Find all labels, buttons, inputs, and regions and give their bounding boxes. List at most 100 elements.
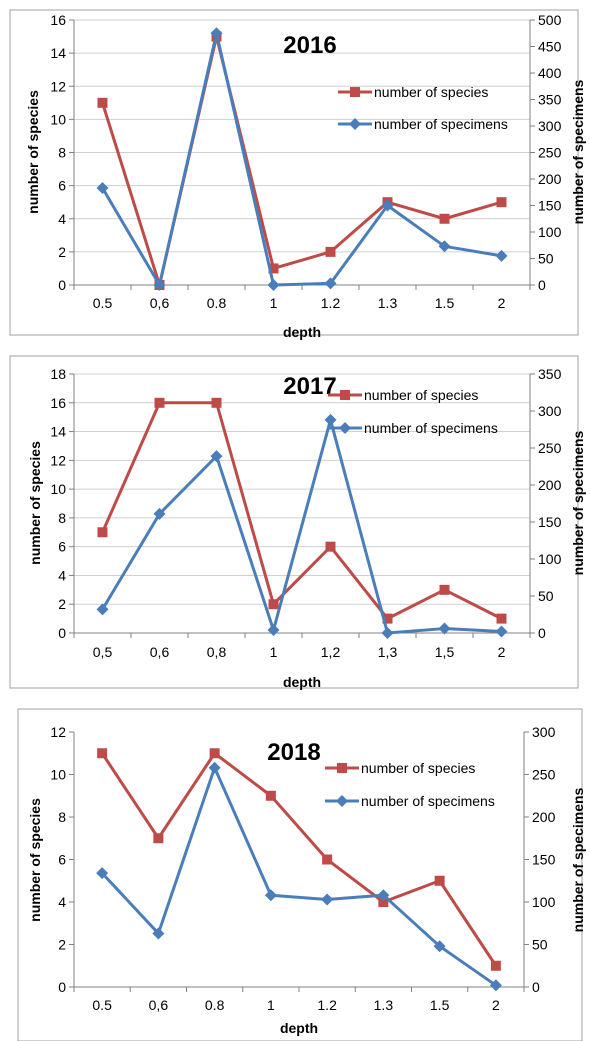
- x-tick-label: 1: [270, 644, 278, 660]
- species-point: [265, 790, 276, 801]
- y-tick-label: 10: [50, 767, 66, 783]
- specimens-point: [96, 603, 109, 616]
- x-tick-label: 0,6: [149, 997, 169, 1013]
- species-point: [154, 397, 165, 408]
- y2-tick-label: 350: [538, 366, 562, 382]
- legend-label: number of specimens: [364, 420, 498, 436]
- y2-tick-label: 50: [532, 937, 548, 953]
- legend-marker-diamond: [339, 422, 351, 434]
- y-tick-label: 14: [50, 45, 66, 61]
- species-point: [97, 527, 108, 538]
- y2-tick-label: 200: [532, 809, 556, 825]
- y2-tick-label: 0: [538, 277, 546, 293]
- y2-tick-label: 50: [538, 588, 554, 604]
- y2-tick-label: 250: [538, 145, 562, 161]
- legend-marker-diamond: [336, 795, 348, 807]
- specimens-point: [324, 413, 337, 426]
- x-tick-label: 2: [492, 997, 500, 1013]
- species-point: [97, 97, 108, 108]
- y2-tick-label: 100: [532, 894, 556, 910]
- y-tick-label: 12: [50, 452, 66, 468]
- chart-frame: [17, 708, 583, 1041]
- specimens-point: [495, 625, 508, 638]
- y-axis-title: number of species: [27, 441, 43, 565]
- specimens-point: [438, 622, 451, 635]
- specimens-point: [152, 927, 165, 940]
- y-tick-label: 0: [58, 979, 66, 995]
- x-tick-label: 1.5: [430, 997, 450, 1013]
- y-axis-title: number of species: [25, 90, 41, 214]
- x-tick-label: 1.2: [317, 997, 337, 1013]
- y-tick-label: 12: [50, 78, 66, 94]
- x-tick-label: 1: [267, 997, 275, 1013]
- legend-marker-square: [340, 390, 350, 400]
- line-chart-2016: 0246810121416050100150200250300350400450…: [9, 9, 586, 340]
- x-tick-label: 2: [498, 644, 506, 660]
- species-point: [209, 748, 220, 759]
- specimens-point: [96, 867, 109, 880]
- x-axis-title: depth: [283, 674, 321, 690]
- species-point: [322, 854, 333, 865]
- y-tick-label: 2: [58, 244, 66, 260]
- y-tick-label: 12: [50, 724, 66, 740]
- y2-tick-label: 300: [538, 118, 562, 134]
- specimens-point: [381, 199, 394, 212]
- y2-tick-label: 100: [538, 551, 562, 567]
- specimens-point: [210, 450, 223, 463]
- species-point: [439, 213, 450, 224]
- y2-tick-label: 300: [538, 403, 562, 419]
- y2-tick-label: 100: [538, 224, 562, 240]
- legend-marker-square: [350, 87, 360, 97]
- x-tick-label: 0,8: [207, 644, 227, 660]
- species-point: [496, 613, 507, 624]
- y-tick-label: 8: [58, 510, 66, 526]
- x-tick-label: 1,2: [321, 644, 341, 660]
- specimens-point: [96, 182, 109, 195]
- legend-label: number of species: [364, 387, 478, 403]
- y-tick-label: 10: [50, 481, 66, 497]
- species-point: [378, 897, 389, 907]
- legend-label: number of specimens: [361, 793, 495, 809]
- chart-panel-2017: 0 2 4 6 8 10 12 14 16 18 0 50 100 150 200 250 300 350 0,5 0…: [0, 350, 590, 693]
- y-tick-label: 0: [58, 277, 66, 293]
- x-tick-label: 1: [270, 295, 278, 311]
- y2-tick-label: 200: [538, 477, 562, 493]
- y2-axis-title: number of specimens: [570, 79, 586, 224]
- chart-title: 2018: [267, 739, 320, 766]
- y2-tick-label: 250: [532, 767, 556, 783]
- chart-title: 2017: [283, 373, 336, 400]
- chart-panel-2018: 0 2 4 6 8 10 12 0 50 100 150 200 250 300 0.5 0,6 0.8 1 1.2…: [0, 705, 590, 1041]
- chart-frame: [9, 9, 579, 336]
- x-tick-label: 1.2: [321, 295, 341, 311]
- species-point: [325, 246, 336, 257]
- y2-tick-label: 50: [538, 251, 554, 267]
- chart-title: 2016: [283, 32, 336, 59]
- y-tick-label: 8: [58, 809, 66, 825]
- series-line-specimens: [101, 31, 502, 287]
- y-tick-label: 4: [58, 211, 66, 227]
- specimens-point: [321, 893, 334, 906]
- legend-marker-diamond: [349, 118, 361, 130]
- y-tick-label: 6: [58, 852, 66, 868]
- species-point: [211, 397, 222, 408]
- specimens-point: [381, 627, 394, 639]
- species-point: [439, 584, 450, 595]
- y2-tick-label: 150: [532, 852, 556, 868]
- x-tick-label: 0,5: [93, 644, 113, 660]
- y2-tick-label: 350: [538, 92, 562, 108]
- y2-tick-label: 200: [538, 171, 562, 187]
- y2-tick-label: 250: [538, 440, 562, 456]
- y2-tick-label: 450: [538, 39, 562, 55]
- legend-label: number of specimens: [374, 116, 508, 132]
- x-tick-label: 1.3: [378, 295, 398, 311]
- series-line-species: [100, 751, 498, 967]
- y2-axis-title: number of specimens: [570, 430, 586, 575]
- y2-tick-label: 500: [538, 12, 562, 28]
- specimens-point: [264, 889, 277, 902]
- x-tick-label: 1,5: [435, 644, 455, 660]
- legend-marker-square: [337, 763, 347, 773]
- x-tick-label: 0,6: [150, 295, 170, 311]
- specimens-point: [438, 240, 451, 253]
- species-point: [97, 748, 108, 759]
